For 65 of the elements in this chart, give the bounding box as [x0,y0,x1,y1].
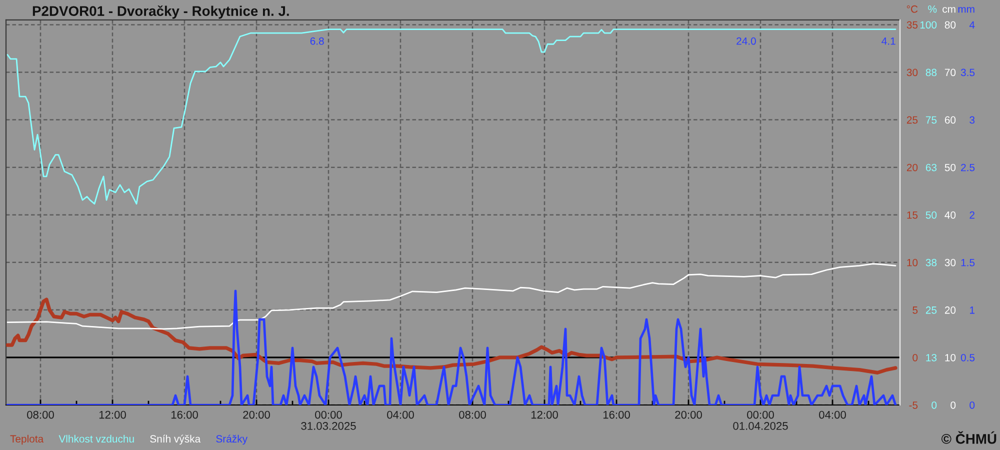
y3-tick-label: 60 [944,116,956,124]
y3-tick-label: 80 [944,21,956,29]
text: Teplota [10,434,44,445]
y-tick-label: -5 [909,402,918,409]
y-axis-title: °C [906,5,918,13]
text: Sníh výška [150,434,201,445]
y-tick-label: 25 [906,116,918,124]
annotation: 4.1 [882,38,896,45]
x-tick-label: 16:00 [603,410,630,419]
y2-tick-label: 75 [926,116,937,124]
x-tick-label: 08:00 [459,410,486,419]
y-tick-label: 3 [970,116,975,124]
y-tick-label: 2.5 [961,164,975,172]
y-tick-label: 10 [907,258,918,266]
y3-tick-label: 0 [950,402,956,409]
x-tick-label: 04:00 [387,410,414,419]
y-tick-label: 1.5 [961,259,975,266]
y2-tick-label: 50 [926,211,937,219]
y3-tick-label: 10 [945,354,956,362]
x-tick-label: 20:00 [675,410,702,419]
y-tick-label: 15 [907,211,918,219]
y-tick-label: 30 [906,68,918,76]
x-tick-label: 00:00 01.04.2025 [733,410,788,430]
y3-tick-label: 40 [944,211,956,219]
y2-tick-label: 63 [926,164,937,172]
annotation: 6.8 [310,37,324,45]
x-tick-label: 16:00 [171,410,198,419]
y2-tick-label: 25 [926,306,937,314]
y-tick-label: 0.5 [960,354,975,362]
y2-tick-label: 38 [926,258,937,266]
y-tick-label: 2 [970,211,974,219]
y-tick-label: 0 [912,354,918,362]
y3-tick-label: 70 [944,68,956,76]
y-tick-label: 1 [970,306,974,314]
line-series [6,290,897,405]
text: Vlhkost vzduchu [58,434,134,443]
y-tick-label: 35 [906,21,918,29]
y-axis-title: mm [958,7,974,13]
y-tick-label: 3.5 [960,68,975,76]
y-tick-label: 0 [970,402,975,409]
chart-title: P2DVOR01 - Dvoračky - Rokytnice n. J. [32,5,289,19]
y2-tick-label: 100 [920,21,937,29]
y3-tick-label: 50 [944,164,956,172]
x-tick-label: 08:00 [27,410,54,419]
text: © ČHMÚ [941,431,996,444]
y2-axis-title: % [928,5,937,13]
annotation: 24.0 [736,37,756,45]
y-tick-label: 20 [906,164,918,172]
y3-tick-label: 30 [944,258,956,266]
y2-tick-label: 88 [926,68,937,76]
text: Srážky [216,434,248,445]
x-tick-label: 00:00 31.03.2025 [301,410,356,430]
line-series [6,28,896,205]
y2-tick-label: 13 [926,354,937,362]
y3-tick-label: 20 [944,306,956,314]
x-tick-label: 12:00 [99,410,126,419]
x-tick-label: 04:00 [819,410,846,419]
line-series [6,298,898,374]
y3-axis-title: cm [942,7,956,13]
y2-tick-label: 0 [932,402,937,409]
x-tick-label: 12:00 [531,410,558,419]
y-tick-label: 4 [969,21,975,29]
x-tick-label: 20:00 [243,410,270,419]
line-series [6,263,896,330]
y-tick-label: 5 [912,306,918,314]
